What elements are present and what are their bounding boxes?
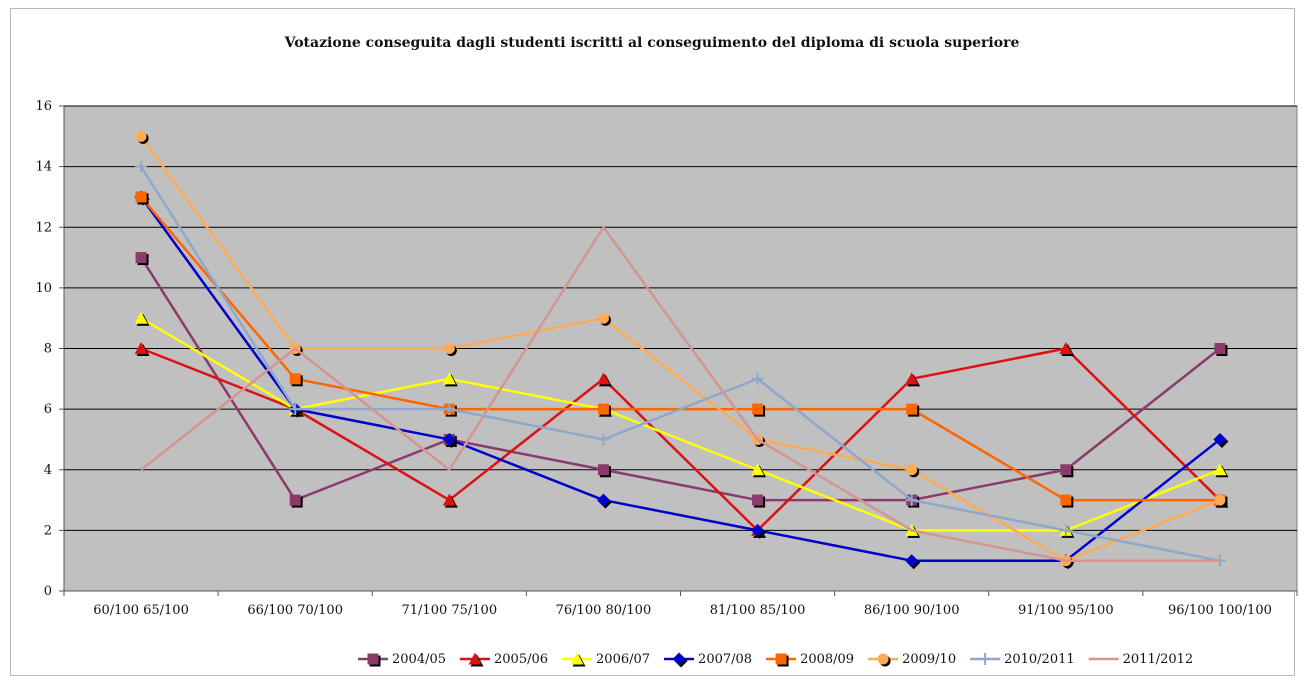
data-point — [1214, 343, 1226, 354]
series-2007-08 — [134, 190, 1229, 570]
y-tick-label: 2 — [44, 523, 52, 538]
legend-item-2007-08: 2007/08 — [664, 652, 752, 668]
x-tick-label: 76/100 80/100 — [556, 603, 652, 618]
data-point — [751, 463, 765, 476]
data-point — [442, 493, 456, 506]
legend-item-2006-07: 2006/07 — [562, 652, 650, 667]
series-line — [140, 317, 1221, 532]
data-point — [135, 160, 148, 173]
x-tick-label: 86/100 90/100 — [864, 603, 960, 618]
y-tick-label: 4 — [44, 463, 52, 478]
legend-label: 2009/10 — [902, 652, 956, 667]
data-point — [1213, 463, 1227, 476]
data-point — [597, 464, 609, 476]
y-tick-label: 12 — [35, 220, 52, 235]
legend-label: 2004/05 — [392, 652, 446, 667]
data-point — [596, 493, 610, 507]
legend-label: 2008/09 — [800, 652, 854, 667]
data-point — [135, 252, 147, 264]
legend-marker — [367, 653, 379, 665]
data-point — [442, 372, 456, 385]
data-point — [1059, 342, 1073, 354]
data-point — [1060, 464, 1072, 476]
legend-marker — [672, 652, 686, 666]
data-point — [596, 372, 610, 385]
legend-item-2010-2011: 2010/2011 — [970, 652, 1075, 667]
y-tick-label: 16 — [35, 99, 52, 114]
series-2011-2012 — [140, 226, 1220, 562]
data-point — [1213, 432, 1227, 446]
y-tick-label: 14 — [35, 160, 52, 175]
legend-label: 2010/2011 — [1004, 652, 1075, 667]
data-point — [906, 403, 918, 415]
legend-item-2008-09: 2008/09 — [766, 652, 854, 667]
data-point — [135, 191, 147, 203]
legend-item-2009-10: 2009/10 — [868, 652, 956, 667]
data-point — [443, 403, 456, 416]
x-tick-label: 96/100 100/100 — [1168, 603, 1272, 618]
series-line — [140, 196, 1221, 562]
data-point — [135, 130, 147, 142]
data-point — [752, 403, 764, 415]
data-point — [134, 311, 148, 324]
data-point — [751, 523, 765, 537]
data-point — [906, 464, 918, 476]
legend-marker — [468, 652, 482, 665]
data-point — [289, 403, 302, 416]
data-point — [1214, 494, 1226, 506]
series-layer — [134, 130, 1229, 570]
data-point — [134, 342, 148, 354]
data-point — [597, 433, 610, 446]
data-point — [905, 494, 918, 507]
series-line — [140, 226, 1220, 562]
legend-label: 2005/06 — [494, 652, 548, 667]
series-line — [140, 256, 1221, 502]
legend-marker — [570, 652, 584, 665]
legend-label: 2007/08 — [698, 652, 752, 667]
legend-label: 2011/2012 — [1123, 652, 1194, 667]
x-tick-label: 91/100 95/100 — [1018, 603, 1114, 618]
legend-item-2005-06: 2005/06 — [460, 652, 548, 667]
data-point — [1060, 494, 1072, 506]
legend-label: 2006/07 — [596, 652, 650, 667]
x-tick-label: 81/100 85/100 — [710, 603, 806, 618]
axes: 0 2 4 6 8 10 12 14 16 60/100 65/100 66/100 70/100 7… — [35, 99, 1298, 618]
data-point — [597, 403, 609, 415]
data-point — [752, 494, 764, 506]
legend-marker — [775, 653, 787, 665]
x-tick-label: 60/100 65/100 — [93, 603, 189, 618]
y-tick-label: 8 — [44, 342, 52, 357]
data-point — [905, 554, 919, 568]
data-point — [597, 312, 609, 324]
data-point — [443, 343, 455, 354]
y-tick-label: 10 — [35, 281, 52, 296]
legend-marker — [979, 653, 992, 665]
legend-item-2004-05: 2004/05 — [358, 652, 446, 667]
chart-title: Votazione conseguita dagli studenti iscr… — [284, 35, 1020, 51]
legend-item-2011-2012: 2011/2012 — [1088, 652, 1194, 667]
data-point — [442, 432, 456, 446]
legend: 2004/05 2005/06 2006/07 2007/08 2008/09 2009/… — [358, 652, 1193, 668]
x-tick-label: 66/100 70/100 — [247, 603, 343, 618]
data-point — [751, 372, 764, 385]
legend-marker — [877, 653, 889, 665]
y-tick-label: 0 — [44, 584, 52, 599]
series-line — [140, 135, 1221, 562]
x-tick-label: 71/100 75/100 — [402, 603, 498, 618]
series-line — [140, 165, 1221, 562]
data-point — [1059, 524, 1072, 537]
data-point — [289, 494, 301, 506]
data-point — [905, 372, 919, 385]
y-tick-label: 6 — [44, 402, 52, 417]
data-point — [289, 373, 301, 385]
series-line — [140, 347, 1221, 532]
